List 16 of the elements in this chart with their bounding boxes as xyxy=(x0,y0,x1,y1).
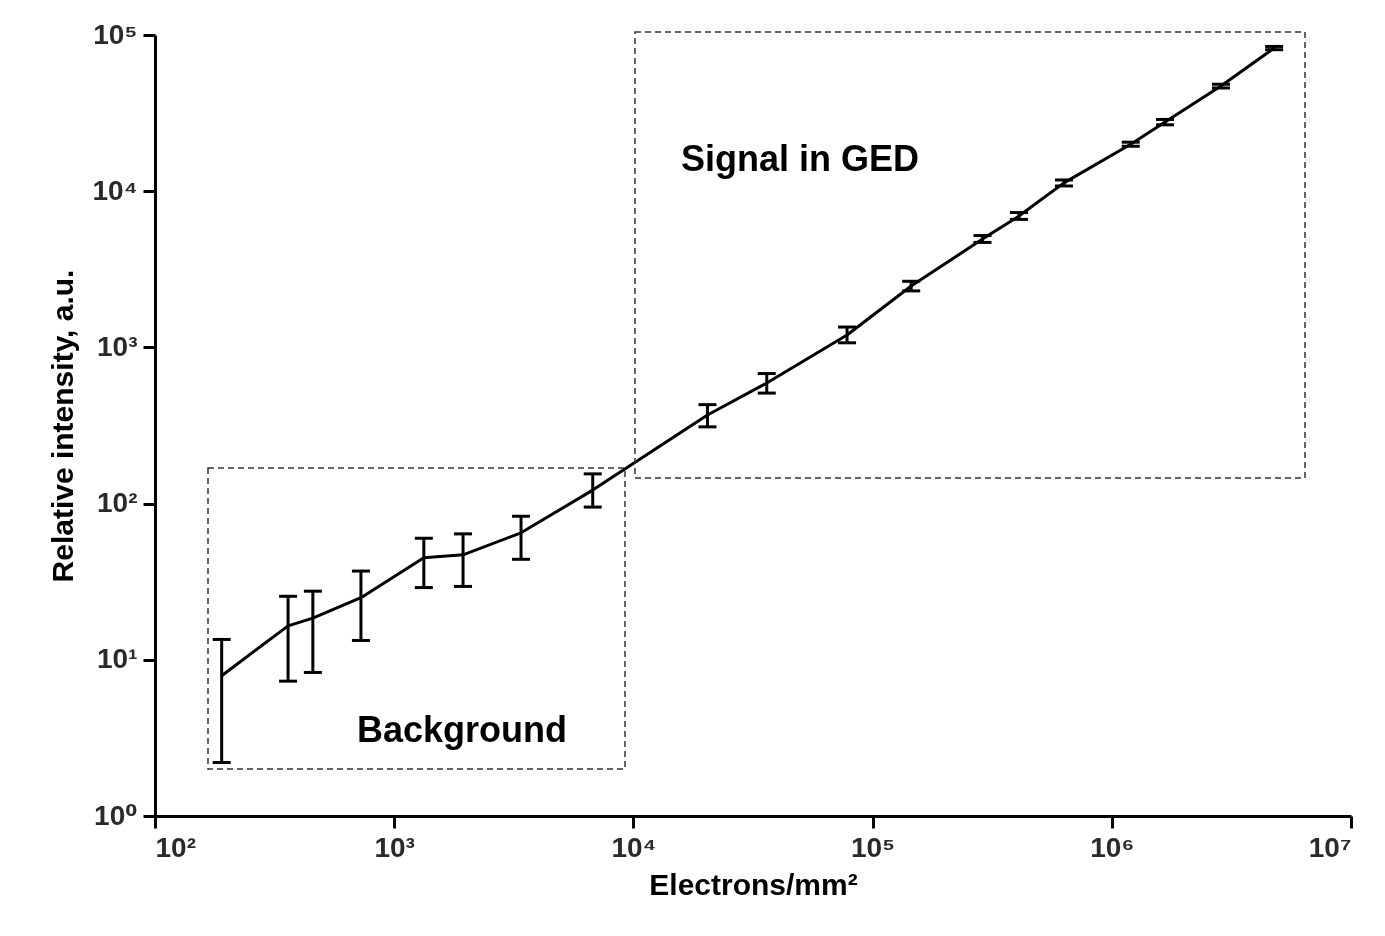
x-tick-label: 10⁵ xyxy=(850,831,896,863)
y-tick-label: 10⁵ xyxy=(93,18,138,50)
y-tick-label: 10⁰ xyxy=(94,799,138,831)
annotation: Background xyxy=(356,709,568,750)
x-tick-label: 10⁷ xyxy=(1308,831,1352,863)
y-tick-label: 10² xyxy=(97,487,138,519)
x-tick-label: 10² xyxy=(155,831,196,863)
y-tick-label: 10⁴ xyxy=(92,174,138,206)
x-tick-label: 10³ xyxy=(374,831,415,863)
x-axis-title: Electrons/mm² xyxy=(649,867,858,901)
annotation: Signal in GED xyxy=(680,138,920,179)
y-tick-label: 10¹ xyxy=(97,643,138,675)
y-axis-title: Relative intensity, a.u. xyxy=(45,269,79,583)
y-tick-label: 10³ xyxy=(97,330,138,362)
x-tick-label: 10⁴ xyxy=(611,831,657,863)
x-tick-label: 10⁶ xyxy=(1090,831,1135,863)
